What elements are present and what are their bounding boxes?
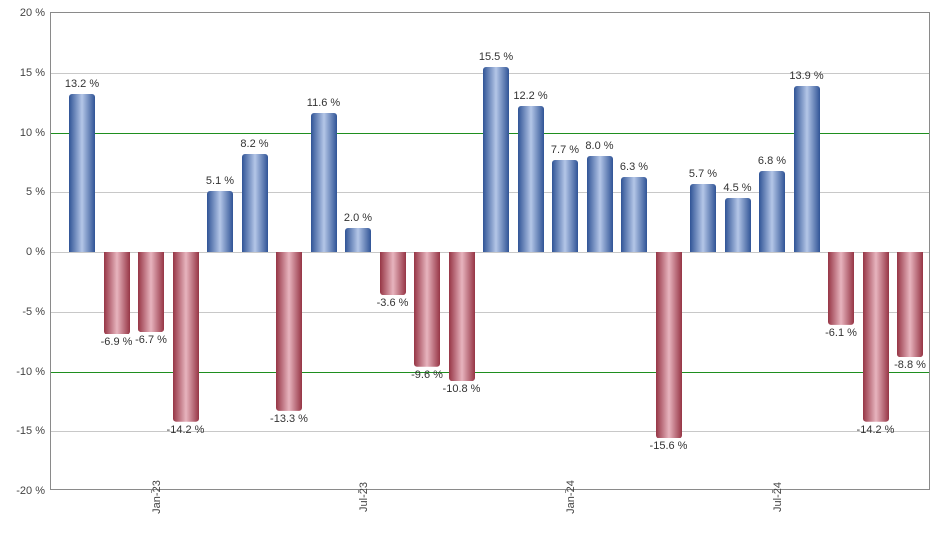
bar-value-label: -8.8 % bbox=[894, 359, 926, 371]
bar bbox=[380, 252, 406, 295]
bar-value-label: -15.6 % bbox=[650, 440, 688, 452]
bar bbox=[483, 67, 509, 252]
x-tick-label: Jul-23 bbox=[358, 482, 370, 512]
bar-value-label: 12.2 % bbox=[513, 90, 547, 102]
bar-value-label: 11.6 % bbox=[307, 97, 340, 109]
bar bbox=[138, 252, 164, 332]
y-tick-label: 5 % bbox=[26, 186, 45, 198]
bar-value-label: 7.7 % bbox=[551, 144, 579, 156]
bar-value-label: -13.3 % bbox=[270, 413, 308, 425]
bar-value-label: -10.8 % bbox=[443, 383, 481, 395]
bar-value-label: -14.2 % bbox=[857, 424, 895, 436]
bar bbox=[587, 156, 613, 252]
bar-value-label: -6.7 % bbox=[135, 334, 167, 346]
y-tick-label: -10 % bbox=[16, 366, 45, 378]
bar-value-label: 8.0 % bbox=[585, 140, 613, 152]
y-tick-label: 10 % bbox=[20, 127, 45, 139]
bar-value-label: -6.9 % bbox=[101, 336, 133, 348]
bar-value-label: 8.2 % bbox=[240, 138, 268, 150]
y-tick-label: 20 % bbox=[20, 7, 45, 19]
bar bbox=[345, 228, 371, 252]
bar-value-label: 5.7 % bbox=[689, 168, 717, 180]
bar-value-label: -14.2 % bbox=[167, 424, 205, 436]
bar bbox=[656, 252, 682, 438]
bar bbox=[207, 191, 233, 252]
bar-value-label: 5.1 % bbox=[206, 175, 234, 187]
bar-chart: -20 % -15 % -10 % -5 % 0 % 5 % 10 % 15 % 20 % 13.… bbox=[0, 0, 940, 550]
bar bbox=[759, 171, 785, 252]
bar-value-label: 6.8 % bbox=[758, 155, 786, 167]
y-tick-label: 0 % bbox=[26, 246, 45, 258]
bar-value-label: 13.2 % bbox=[65, 78, 99, 90]
bar bbox=[828, 252, 854, 325]
plot-area: -20 %-15 %-10 %-5 %0 %5 %10 %15 %20 %13.… bbox=[50, 12, 930, 490]
x-tick-label: Jan-24 bbox=[565, 480, 577, 514]
bar bbox=[414, 252, 440, 367]
bar bbox=[449, 252, 475, 381]
bar bbox=[794, 86, 820, 252]
y-tick-label: -15 % bbox=[16, 425, 45, 437]
bar bbox=[173, 252, 199, 422]
x-tick-label: Jan-23 bbox=[151, 480, 163, 514]
y-tick-label: -5 % bbox=[22, 306, 45, 318]
bar bbox=[518, 106, 544, 252]
bar-value-label: 15.5 % bbox=[479, 51, 513, 63]
bar bbox=[725, 198, 751, 252]
bar-value-label: 2.0 % bbox=[344, 212, 372, 224]
bar bbox=[69, 94, 95, 252]
bar bbox=[897, 252, 923, 357]
bar bbox=[552, 160, 578, 252]
bar-value-label: 4.5 % bbox=[723, 182, 751, 194]
bar-value-label: -3.6 % bbox=[377, 297, 409, 309]
bar bbox=[621, 177, 647, 252]
bar bbox=[276, 252, 302, 411]
bar-value-label: 6.3 % bbox=[620, 161, 648, 173]
y-tick-label: 15 % bbox=[20, 67, 45, 79]
bar-value-label: 13.9 % bbox=[789, 70, 823, 82]
bar bbox=[690, 184, 716, 252]
bar-value-label: -9.6 % bbox=[411, 369, 443, 381]
bar bbox=[104, 252, 130, 334]
x-tick-label: Jul-24 bbox=[772, 482, 784, 512]
y-tick-label: -20 % bbox=[16, 485, 45, 497]
bar bbox=[242, 154, 268, 252]
bar-value-label: -6.1 % bbox=[825, 327, 857, 339]
bar bbox=[863, 252, 889, 422]
bar bbox=[311, 113, 337, 252]
